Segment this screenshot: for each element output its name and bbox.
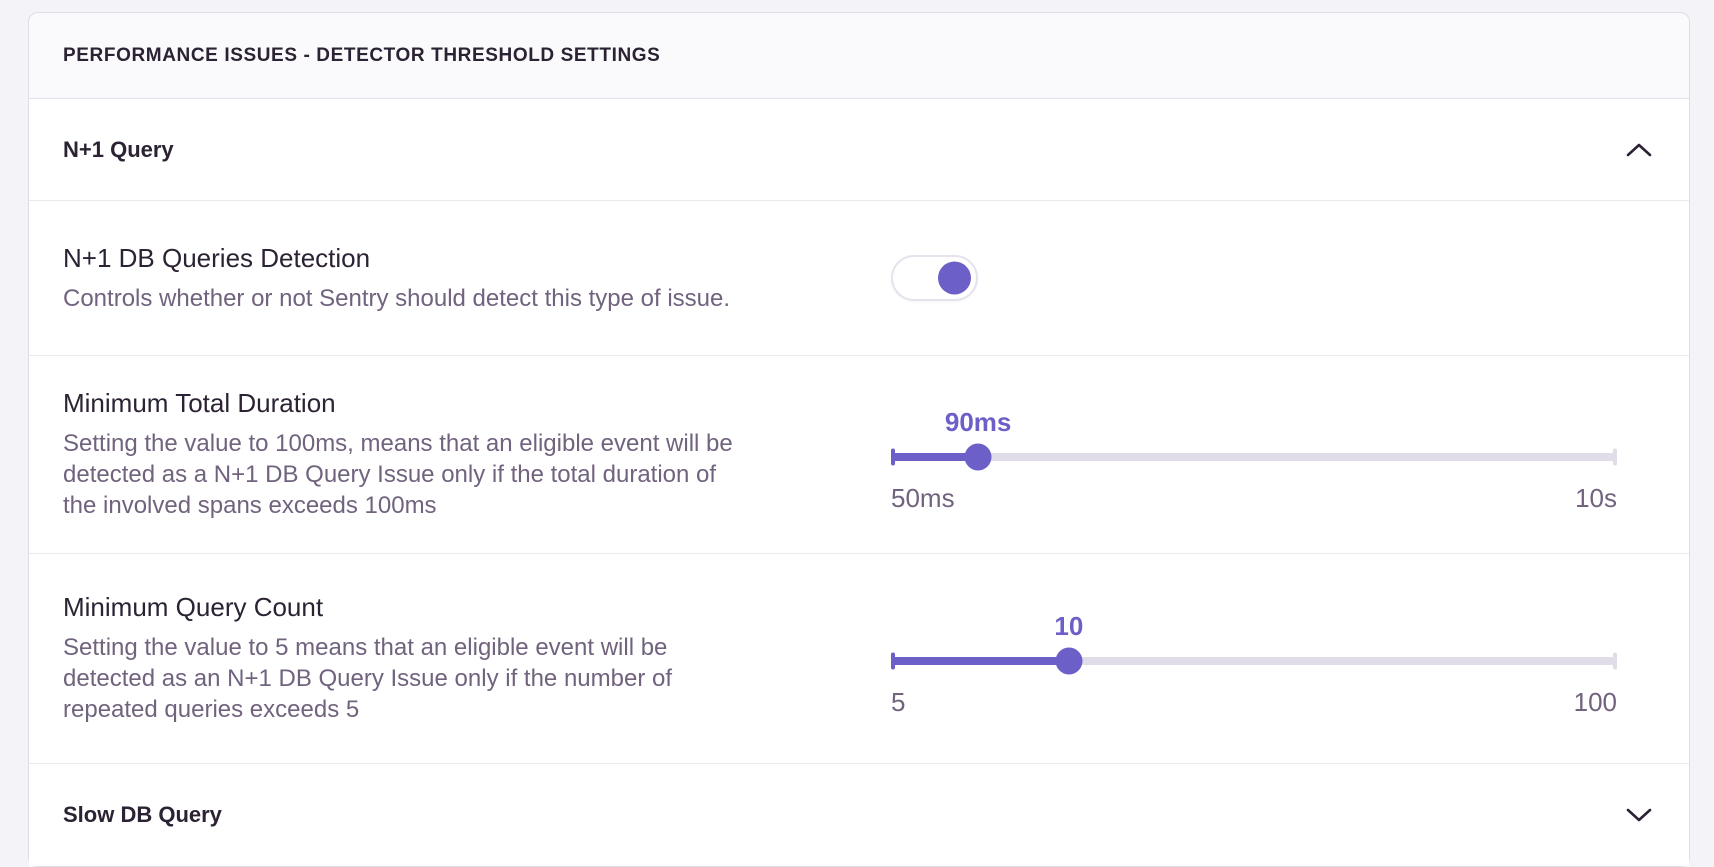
slider-handle[interactable] xyxy=(964,443,992,471)
toggle-knob[interactable] xyxy=(938,261,971,295)
panel-header: PERFORMANCE ISSUES - DETECTOR THRESHOLD … xyxy=(29,13,1689,99)
slider-fill xyxy=(891,453,979,461)
slider-max-label: 10s xyxy=(1575,483,1617,513)
field-description: Setting the value to 5 means that an eli… xyxy=(63,634,672,723)
field-row-detection: N+1 DB Queries Detection Controls whethe… xyxy=(29,201,1689,356)
chevron-up-icon[interactable] xyxy=(1625,142,1653,158)
min-query-count-slider: 10 5 100 xyxy=(891,611,1617,718)
section-title: N+1 Query xyxy=(63,136,174,162)
slider-max-tick xyxy=(1613,652,1617,670)
slider-value-label: 10 xyxy=(1054,611,1084,641)
slider-max-tick xyxy=(1613,448,1617,466)
panel-title: PERFORMANCE ISSUES - DETECTOR THRESHOLD … xyxy=(63,44,661,66)
section-header-slow-db-query[interactable]: Slow DB Query xyxy=(29,764,1689,866)
field-description: Controls whether or not Sentry should de… xyxy=(63,284,731,312)
field-label: N+1 DB Queries Detection xyxy=(63,242,371,273)
field-label: Minimum Query Count xyxy=(63,592,324,622)
section-title: Slow DB Query xyxy=(63,802,222,827)
slider-fill xyxy=(891,657,1069,665)
detection-toggle[interactable] xyxy=(891,255,978,301)
slider-min-tick xyxy=(891,448,895,466)
slider-track[interactable] xyxy=(891,647,1617,675)
slider-handle[interactable] xyxy=(1055,647,1083,675)
slider-min-tick xyxy=(891,652,895,670)
min-total-duration-slider: 90ms 50ms 10s xyxy=(891,407,1617,514)
field-row-min-query-count: Minimum Query Count Setting the value to… xyxy=(29,554,1689,764)
slider-max-label: 100 xyxy=(1573,687,1617,717)
field-row-min-total-duration: Minimum Total Duration Setting the value… xyxy=(29,356,1689,554)
section-header-n-plus-1-query[interactable]: N+1 Query xyxy=(29,99,1689,201)
field-label: Minimum Total Duration xyxy=(63,388,336,418)
chevron-down-icon[interactable] xyxy=(1625,807,1653,823)
detector-settings-panel: PERFORMANCE ISSUES - DETECTOR THRESHOLD … xyxy=(28,12,1690,867)
slider-min-label: 5 xyxy=(891,687,906,717)
slider-value-label: 90ms xyxy=(944,407,1012,437)
slider-track[interactable] xyxy=(891,443,1617,471)
field-description: Setting the value to 100ms, means that a… xyxy=(63,430,733,519)
slider-min-label: 50ms xyxy=(891,483,955,513)
